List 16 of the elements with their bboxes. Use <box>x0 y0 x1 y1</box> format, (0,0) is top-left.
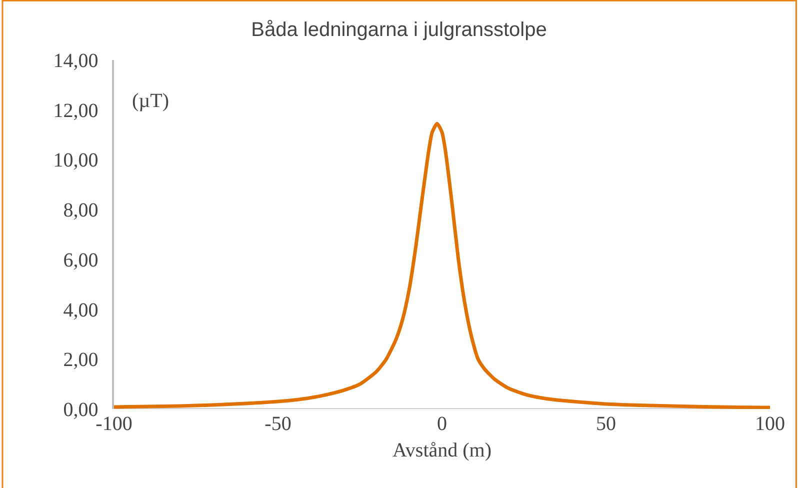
x-tick-label: 50 <box>596 413 616 435</box>
y-tick-label: 14,00 <box>53 50 98 72</box>
x-tick-label: 0 <box>437 413 447 435</box>
x-tick-label: -50 <box>264 413 292 435</box>
x-tick-label: 100 <box>755 413 785 435</box>
y-tick-label: 12,00 <box>53 100 98 122</box>
y-tick-label: 6,00 <box>63 249 98 272</box>
y-tick-label: 2,00 <box>63 349 98 372</box>
x-axis-title: Avstånd (m) <box>392 440 492 462</box>
y-tick-label: 10,00 <box>53 150 98 172</box>
y-tick-label: 0,00 <box>63 399 98 421</box>
y-axis-title: (µT) <box>132 90 170 112</box>
y-tick-label: 8,00 <box>63 200 98 222</box>
chart-title: Båda ledningarna i julgransstolpe <box>251 18 547 41</box>
y-tick-label: 4,00 <box>63 299 98 322</box>
x-tick-label: -100 <box>96 413 132 435</box>
